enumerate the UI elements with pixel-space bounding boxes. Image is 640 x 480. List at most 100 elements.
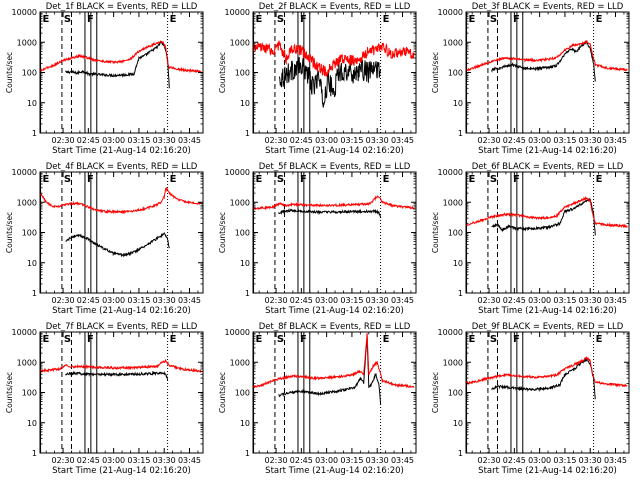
y-tick-label: 100 — [448, 229, 463, 238]
events-series-line — [278, 207, 382, 219]
x-tick-label: 02:45 — [503, 456, 526, 465]
events-series-line — [278, 56, 382, 108]
event-marker-label: F — [513, 174, 520, 185]
x-tick-label: 03:30 — [579, 456, 602, 465]
y-tick-label: 1 — [245, 129, 250, 138]
x-tick-label: 03:30 — [153, 136, 176, 145]
event-marker-label: S — [490, 334, 497, 345]
x-tick-label: 02:45 — [290, 136, 313, 145]
x-tick-label: 03:15 — [553, 456, 576, 465]
x-tick-label: 02:30 — [52, 136, 75, 145]
x-tick-label: 03:30 — [366, 296, 389, 305]
y-tick-label: 1 — [458, 129, 463, 138]
plot-frame — [465, 331, 630, 454]
chart-title: Det_3f BLACK = Events, RED = LLD — [472, 2, 624, 12]
event-marker-label: F — [300, 174, 307, 185]
plot-frame — [252, 331, 417, 454]
lld-series-line — [466, 39, 628, 72]
x-tick-label: 02:30 — [478, 456, 501, 465]
event-marker-label: E — [596, 14, 603, 25]
y-axis-label: Counts/sec — [431, 52, 440, 93]
x-tick-label: 03:15 — [340, 296, 363, 305]
x-axis-label: Start Time (21-Aug-14 02:16:20) — [265, 146, 404, 156]
event-marker-label: E — [170, 174, 177, 185]
y-tick-label: 10 — [27, 259, 37, 268]
event-marker-label: E — [469, 334, 476, 345]
y-tick-label: 10000 — [12, 328, 37, 337]
x-tick-label: 03:15 — [127, 456, 150, 465]
plot-frame — [465, 171, 630, 294]
y-tick-label: 1 — [32, 129, 37, 138]
x-tick-label: 02:45 — [503, 296, 526, 305]
y-tick-label: 10000 — [225, 8, 250, 17]
y-tick-label: 100 — [22, 69, 37, 78]
event-marker-label: F — [513, 334, 520, 345]
plot-area — [253, 12, 415, 133]
x-tick-label: 02:45 — [290, 296, 313, 305]
y-tick-label: 10000 — [438, 168, 463, 177]
x-tick-label: 02:45 — [77, 136, 100, 145]
event-marker-label: E — [170, 334, 177, 345]
x-tick-label: 03:30 — [153, 296, 176, 305]
x-tick-label: 03:45 — [178, 456, 201, 465]
x-tick-label: 03:15 — [127, 136, 150, 145]
lld-series-line — [253, 333, 415, 389]
lld-series-line — [40, 40, 202, 74]
y-tick-label: 1000 — [17, 358, 37, 367]
x-tick-label: 03:45 — [178, 136, 201, 145]
events-series-line — [65, 40, 170, 89]
x-tick-label: 03:00 — [315, 296, 338, 305]
x-axis-label: Start Time (21-Aug-14 02:16:20) — [478, 466, 617, 476]
event-marker-label: F — [87, 334, 94, 345]
x-tick-label: 02:30 — [265, 456, 288, 465]
y-tick-label: 1 — [32, 289, 37, 298]
y-tick-label: 100 — [235, 229, 250, 238]
y-tick-label: 10 — [240, 259, 250, 268]
events-series-line — [491, 197, 596, 236]
y-tick-label: 1000 — [443, 198, 463, 207]
y-tick-label: 1000 — [17, 198, 37, 207]
chart-panel: Det_3f BLACK = Events, RED = LLD 1 10 100 10… — [431, 2, 630, 156]
event-marker-label: E — [383, 334, 390, 345]
plot-area — [466, 332, 628, 453]
x-tick-label: 03:30 — [153, 456, 176, 465]
x-tick-label: 02:30 — [478, 136, 501, 145]
y-tick-label: 10 — [453, 99, 463, 108]
lld-series-line — [466, 195, 628, 229]
x-tick-label: 03:00 — [102, 136, 125, 145]
y-tick-label: 10000 — [12, 8, 37, 17]
x-tick-label: 03:00 — [528, 456, 551, 465]
y-tick-label: 10000 — [12, 168, 37, 177]
chart-panel: Det_1f BLACK = Events, RED = LLD 1 10 100 10… — [5, 2, 204, 156]
chart-title: Det_5f BLACK = Events, RED = LLD — [259, 162, 411, 172]
x-tick-label: 03:15 — [553, 296, 576, 305]
event-marker-label: E — [596, 334, 603, 345]
x-tick-label: 03:45 — [604, 136, 627, 145]
x-tick-label: 03:15 — [340, 456, 363, 465]
x-tick-label: 02:30 — [265, 136, 288, 145]
x-tick-label: 03:45 — [391, 136, 414, 145]
y-axis-label: Counts/sec — [5, 372, 14, 413]
events-series-line — [65, 370, 169, 381]
chart-panel: Det_2f BLACK = Events, RED = LLD 1 10 100 10… — [218, 2, 417, 156]
x-tick-label: 03:15 — [553, 136, 576, 145]
x-tick-label: 03:45 — [391, 296, 414, 305]
y-tick-label: 1000 — [230, 38, 250, 47]
events-series-line — [491, 357, 596, 400]
event-marker-label: S — [277, 334, 284, 345]
plot-frame — [39, 11, 204, 134]
y-tick-label: 100 — [235, 69, 250, 78]
y-tick-label: 10000 — [438, 8, 463, 17]
event-marker-label: E — [170, 14, 177, 25]
x-tick-label: 03:30 — [579, 136, 602, 145]
y-tick-label: 10000 — [225, 328, 250, 337]
chart-panel: Det_8f BLACK = Events, RED = LLD 1 10 100 10… — [218, 322, 417, 476]
x-tick-label: 03:00 — [315, 456, 338, 465]
chart-title: Det_6f BLACK = Events, RED = LLD — [472, 162, 624, 172]
y-tick-label: 10 — [240, 419, 250, 428]
x-axis-label: Start Time (21-Aug-14 02:16:20) — [52, 146, 191, 156]
x-tick-label: 03:00 — [102, 296, 125, 305]
y-tick-label: 10 — [453, 259, 463, 268]
x-tick-label: 03:15 — [127, 296, 150, 305]
